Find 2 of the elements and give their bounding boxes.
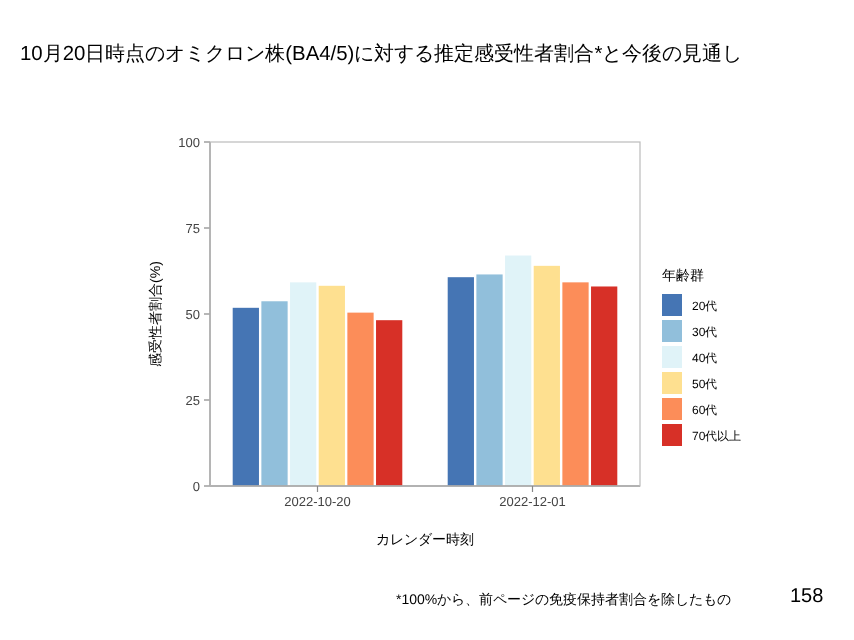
text: 158	[790, 586, 825, 608]
title: 10月20日時点のオミクロン株(BA4/5)に対する推定感受性者割合*と今後の見通し	[20, 44, 743, 66]
